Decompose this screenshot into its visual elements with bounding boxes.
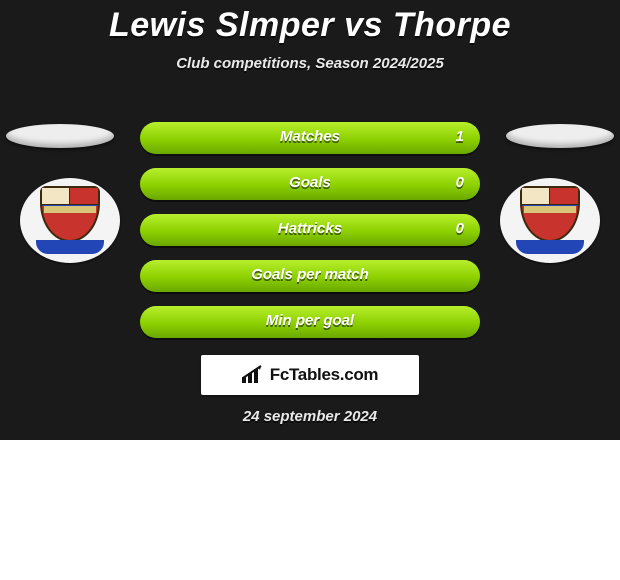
stat-value-right: 0	[456, 220, 464, 237]
blank-area	[0, 440, 620, 580]
stat-label: Min per goal	[140, 312, 480, 329]
stat-label: Goals	[140, 174, 480, 191]
stats-container: Matches 1 Goals 0 Hattricks 0 Goals per …	[140, 122, 480, 352]
stat-label: Goals per match	[140, 266, 480, 283]
stat-row-min-per-goal: Min per goal	[140, 306, 480, 338]
stat-value-right: 1	[456, 128, 464, 145]
stat-label: Hattricks	[140, 220, 480, 237]
brand-text: FcTables.com	[270, 365, 379, 385]
stat-row-matches: Matches 1	[140, 122, 480, 154]
stat-row-goals-per-match: Goals per match	[140, 260, 480, 292]
comparison-card: Lewis Slmper vs Thorpe Club competitions…	[0, 0, 620, 440]
stat-value-right: 0	[456, 174, 464, 191]
stat-label: Matches	[140, 128, 480, 145]
club-crest-left	[20, 178, 120, 263]
stat-row-hattricks: Hattricks 0	[140, 214, 480, 246]
player-photo-placeholder-right	[506, 124, 614, 148]
generated-date: 24 september 2024	[0, 408, 620, 425]
brand-link[interactable]: FcTables.com	[201, 355, 419, 395]
page-title: Lewis Slmper vs Thorpe	[0, 0, 620, 45]
club-crest-right	[500, 178, 600, 263]
player-photo-placeholder-left	[6, 124, 114, 148]
page-subtitle: Club competitions, Season 2024/2025	[0, 55, 620, 72]
stat-row-goals: Goals 0	[140, 168, 480, 200]
bar-chart-icon	[242, 365, 264, 385]
